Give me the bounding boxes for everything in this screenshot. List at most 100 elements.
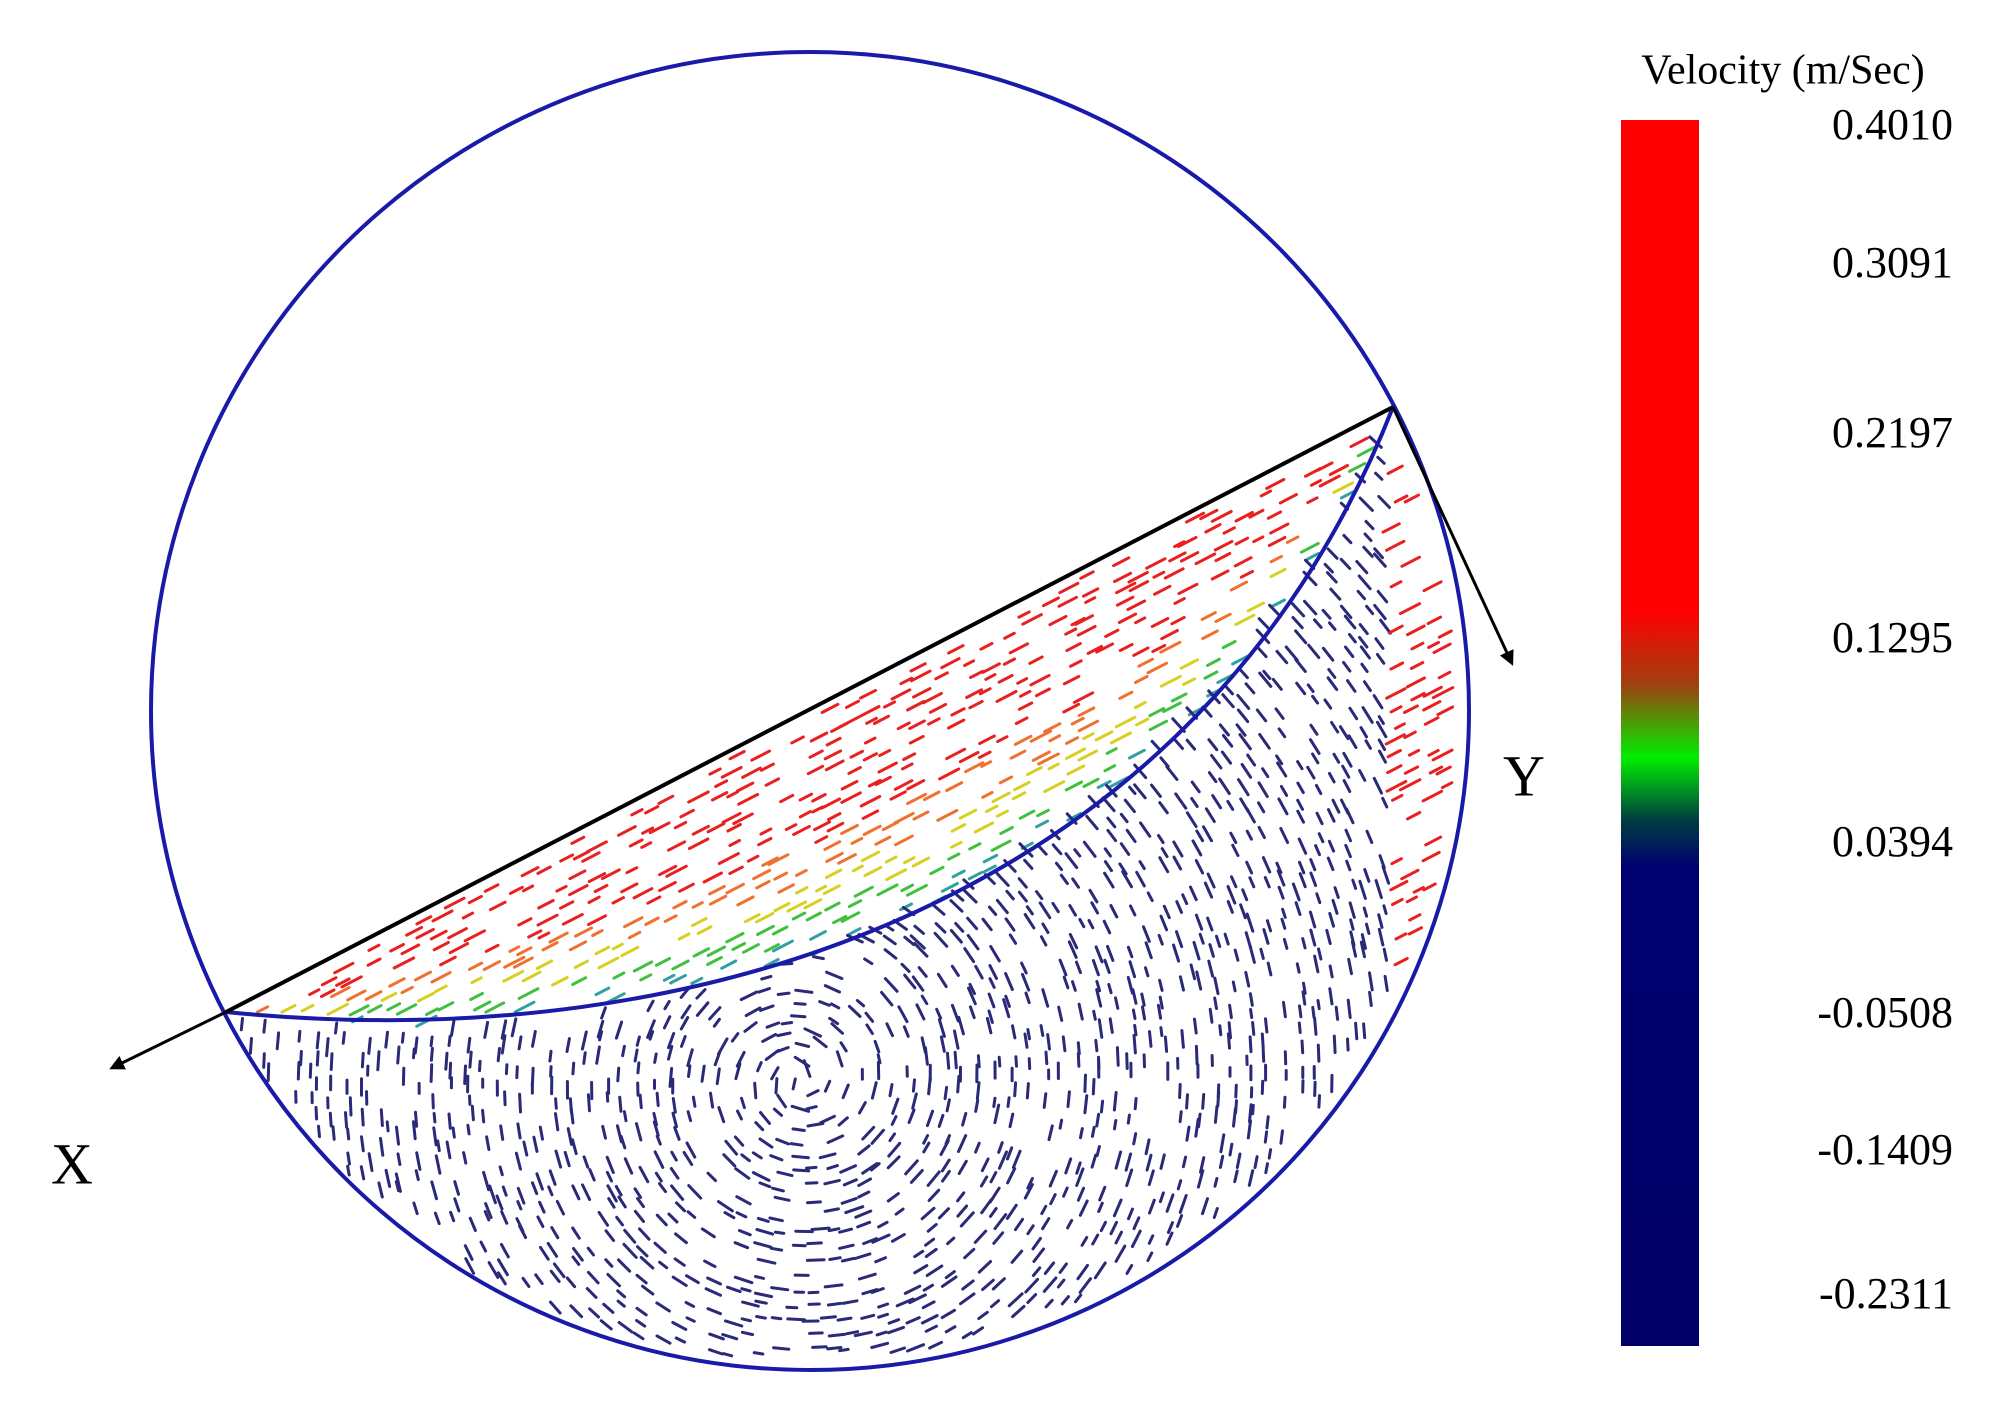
velocity-vector [516,1122,522,1140]
velocity-vector [784,823,798,832]
velocity-vector [1244,971,1251,988]
velocity-vector [920,1206,936,1221]
velocity-vector [467,894,483,905]
velocity-vector [1075,960,1082,975]
velocity-vector [565,1037,571,1053]
velocity-vector [711,791,729,802]
velocity-vector [379,1136,385,1157]
velocity-vector [565,1276,577,1289]
velocity-vector [517,1035,523,1051]
velocity-vector [275,1031,281,1051]
velocity-vector [1103,860,1113,873]
velocity-vector [1406,811,1422,821]
velocity-vector [1004,917,1016,932]
velocity-vector [1158,995,1164,1010]
velocity-vector [1043,780,1066,794]
velocity-vector [1152,570,1166,579]
velocity-vector [628,838,644,848]
velocity-vector [754,1291,774,1299]
velocity-vector [1362,545,1374,558]
velocity-vector [1085,814,1099,831]
velocity-vector [755,911,775,924]
velocity-vector [877,761,898,774]
velocity-vector [1338,725,1350,741]
velocity-vector [761,1033,778,1043]
velocity-vector [1194,913,1204,931]
velocity-vector [1226,885,1237,905]
velocity-vector [1185,511,1206,524]
velocity-vector [1363,868,1371,883]
velocity-vector [776,1093,787,1109]
velocity-vector [897,1005,909,1024]
velocity-vector [709,1091,715,1109]
velocity-vector [862,1237,878,1246]
velocity-vector [1147,1234,1155,1245]
velocity-vector [1041,922,1050,934]
velocity-vector [985,1016,993,1035]
velocity-vector [870,1341,890,1349]
velocity-vector [956,1204,969,1218]
velocity-vector [734,1167,751,1180]
velocity-vector [499,1124,505,1141]
velocity-vector [1062,702,1081,714]
velocity-vector [822,884,841,895]
velocity-vector [1017,610,1031,619]
velocity-vector [1066,764,1086,776]
velocity-vector [1159,1153,1166,1170]
velocity-vector [653,1052,658,1064]
velocity-vector [1193,1017,1198,1035]
velocity-vector [1394,932,1408,941]
velocity-vector [1109,1220,1118,1236]
velocity-vector [840,911,861,923]
velocity-vector [945,1098,951,1113]
velocity-vector [680,1004,692,1020]
velocity-vector [1200,611,1217,621]
velocity-vector [1376,653,1386,665]
velocity-vector [903,856,916,865]
velocity-vector [1253,1155,1259,1170]
velocity-vector [1026,1028,1031,1041]
velocity-vector [1246,601,1266,613]
velocity-vector [1382,947,1388,962]
velocity-vector [721,1333,739,1341]
velocity-vector [780,1021,794,1026]
velocity-vector [1231,843,1240,857]
velocity-vector [1301,990,1307,1006]
velocity-vector [921,1300,936,1310]
velocity-vector [1156,1003,1163,1020]
velocity-vector [706,822,726,834]
velocity-vector [978,750,992,760]
velocity-vector [936,809,959,822]
velocity-vector [1108,1017,1114,1034]
velocity-vector [790,1014,807,1019]
velocity-vector [708,1006,722,1021]
velocity-vector [877,1312,889,1319]
velocity-vector [911,975,925,992]
velocity-vector [571,1138,578,1156]
velocity-vector [1362,1022,1367,1040]
velocity-vector [810,1226,831,1231]
velocity-vector [1368,971,1374,992]
velocity-vector [463,1244,474,1261]
velocity-vector [1013,734,1033,746]
velocity-vector [770,1286,790,1292]
velocity-vector [657,794,675,805]
velocity-vector [1077,719,1100,733]
velocity-vector [1365,604,1375,616]
velocity-vector [1096,779,1112,789]
velocity-vector [754,1275,766,1280]
velocity-vector [606,1272,621,1288]
velocity-vector [978,734,996,746]
velocity-vector [776,1031,792,1038]
velocity-vector [1317,1094,1321,1109]
velocity-vector [483,883,500,893]
velocity-vector [561,912,584,926]
velocity-vector [940,1275,958,1288]
velocity-vector [977,1310,989,1321]
velocity-vector [1086,645,1103,655]
velocity-vector [1274,707,1285,720]
velocity-vector [1058,581,1080,595]
velocity-vector [620,945,640,958]
velocity-vector [1234,613,1256,626]
velocity-vector [823,749,843,761]
